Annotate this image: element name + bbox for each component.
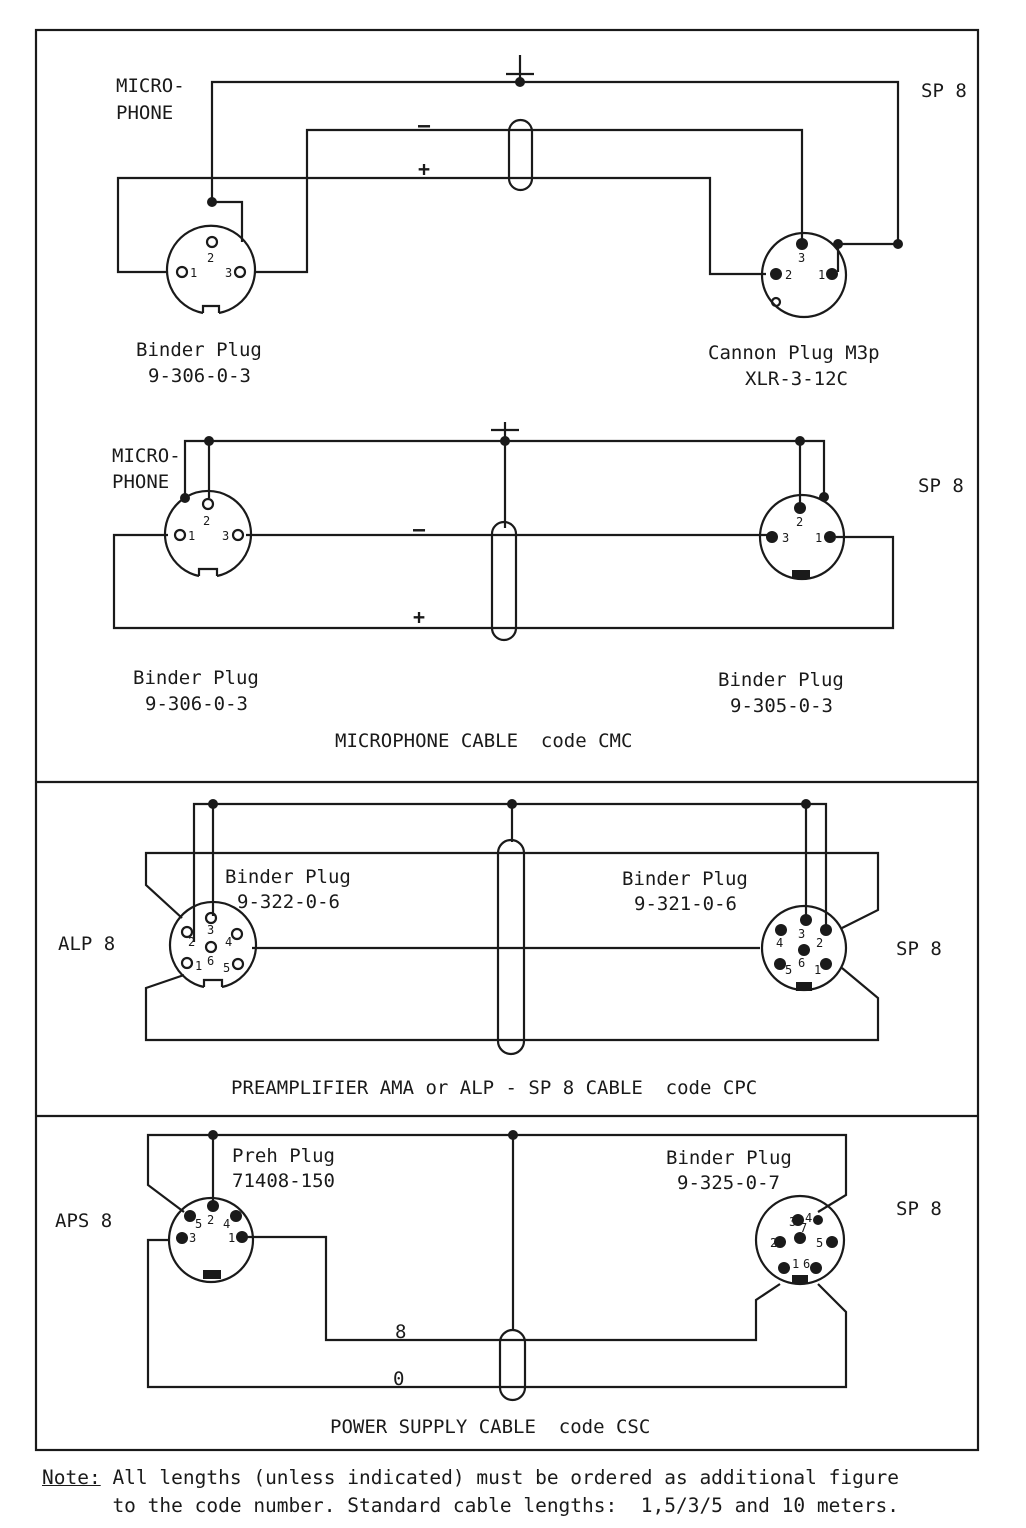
pin-label: 1 (815, 531, 822, 545)
pin-label: 1 (195, 959, 202, 973)
cable-sleeve (498, 1328, 527, 1402)
plug-code: 9-306-0-3 (148, 365, 251, 387)
pin-label: 3 (789, 1215, 796, 1229)
binder-plug-connector (168, 900, 258, 989)
mic-cable-top-diagram (116, 55, 900, 319)
microphone-label: PHONE (112, 471, 169, 493)
pin-label: 3 (222, 529, 229, 543)
plug-name: Binder Plug (666, 1147, 792, 1169)
pin-label: 2 (785, 268, 792, 282)
cable-sleeve (490, 520, 518, 642)
pin-label: 4 (223, 1217, 230, 1231)
sp8-label: SP 8 (896, 1198, 942, 1220)
pin-label: 3 (225, 266, 232, 280)
plug-name: Binder Plug (136, 339, 262, 361)
note-label: Note: (42, 1466, 101, 1489)
pin-label: 1 (228, 1231, 235, 1245)
minus-sign: – (413, 517, 426, 541)
pin-label: 5 (223, 961, 230, 975)
footnote: Note: All lengths (unless indicated) mus… (42, 1464, 899, 1520)
cable-sleeve (496, 838, 526, 1056)
pin-label: 1 (190, 266, 197, 280)
wiring-diagram-sheet: MICRO- PHONE SP 8 – + 1 2 3 2 3 1 Binder… (34, 28, 980, 1452)
pin-label: 1 (818, 268, 825, 282)
plug-name: Binder Plug (718, 669, 844, 691)
plug-name: Preh Plug (232, 1145, 335, 1167)
plug-code: 9-325-0-7 (677, 1172, 780, 1194)
minus-wire (256, 128, 804, 274)
shield-wire (146, 1133, 848, 1213)
minus-sign: – (418, 113, 431, 137)
pin-label: 7 (800, 1221, 807, 1235)
plug-code: 9-306-0-3 (145, 693, 248, 715)
wire-0 (146, 1238, 848, 1389)
note-line-1: All lengths (unless indicated) must be o… (100, 1466, 900, 1489)
cannon-plug-connector (760, 231, 848, 319)
pin-label: 2 (207, 251, 214, 265)
pin-label: 4 (805, 1211, 812, 1225)
pin-label: 2 (796, 515, 803, 529)
pin-label: 6 (207, 954, 214, 968)
cable-sleeve (507, 118, 534, 192)
wire-label: 8 (395, 1321, 406, 1343)
sp8-label: SP 8 (918, 475, 964, 497)
plug-code: 71408-150 (232, 1170, 335, 1192)
plug-name: Binder Plug (133, 667, 259, 689)
pin-label: 4 (776, 936, 783, 950)
alp8-label: ALP 8 (58, 933, 115, 955)
pin-label: 4 (225, 935, 232, 949)
pin-label: 2 (816, 936, 823, 950)
pin-label: 2 (207, 1213, 214, 1227)
sp8-label: SP 8 (896, 938, 942, 960)
microphone-label: PHONE (116, 102, 173, 124)
panel-caption: PREAMPLIFIER AMA or ALP - SP 8 CABLE cod… (231, 1077, 757, 1099)
pin-label: 3 (798, 927, 805, 941)
binder-plug-connector (163, 489, 253, 578)
pin-label: 5 (195, 1217, 202, 1231)
binder-plug-connector (165, 224, 257, 315)
plug-name: Binder Plug (225, 866, 351, 888)
plug-code: 9-305-0-3 (730, 695, 833, 717)
pin-label: 2 (203, 514, 210, 528)
sp8-label: SP 8 (921, 80, 967, 102)
plus-wire (112, 533, 895, 630)
pin-label: 3 (207, 923, 214, 937)
note-line-2: to the code number. Standard cable lengt… (42, 1494, 900, 1517)
aps8-label: APS 8 (55, 1210, 112, 1232)
plus-sign: + (418, 157, 430, 181)
pin-label: 1 (188, 529, 195, 543)
plug-code: XLR-3-12C (745, 368, 848, 390)
mic-cable-bottom-diagram (112, 422, 895, 642)
pin-label: 2 (770, 1236, 777, 1250)
plus-wire (116, 176, 766, 276)
outer-frame (34, 28, 980, 1452)
pin-label: 6 (803, 1257, 810, 1271)
binder-plug-connector (758, 493, 846, 581)
pin-label: 6 (798, 956, 805, 970)
pin-label: 1 (792, 1257, 799, 1271)
pin-label: 3 (798, 251, 805, 265)
panel-caption: POWER SUPPLY CABLE code CSC (330, 1416, 650, 1438)
plug-code: 9-322-0-6 (237, 891, 340, 913)
shield-wire (210, 80, 900, 246)
pin-label: 3 (782, 531, 789, 545)
preh-plug-connector (167, 1196, 255, 1284)
plug-name: Cannon Plug M3p (708, 342, 880, 364)
pin-label: 2 (188, 935, 195, 949)
microphone-label: MICRO- (112, 445, 181, 467)
pin-label: 5 (816, 1236, 823, 1250)
pin-label: 1 (814, 963, 821, 977)
wire-label: 0 (393, 1368, 404, 1390)
wire-8 (242, 1235, 781, 1342)
preamp-cable-diagram (144, 802, 880, 1056)
plug-name: Binder Plug (622, 868, 748, 890)
microphone-label: MICRO- (116, 75, 185, 97)
pin-label: 5 (785, 963, 792, 977)
plug-code: 9-321-0-6 (634, 893, 737, 915)
pin-label: 3 (189, 1231, 196, 1245)
plus-sign: + (413, 605, 425, 629)
panel-caption: MICROPHONE CABLE code CMC (335, 730, 632, 752)
